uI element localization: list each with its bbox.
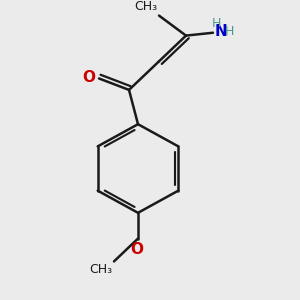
Text: CH₃: CH₃: [134, 0, 158, 13]
Text: H: H: [224, 25, 234, 38]
Text: N: N: [214, 24, 227, 39]
Text: H: H: [212, 16, 222, 29]
Text: O: O: [130, 242, 144, 257]
Text: CH₃: CH₃: [89, 263, 112, 276]
Text: O: O: [82, 70, 95, 85]
